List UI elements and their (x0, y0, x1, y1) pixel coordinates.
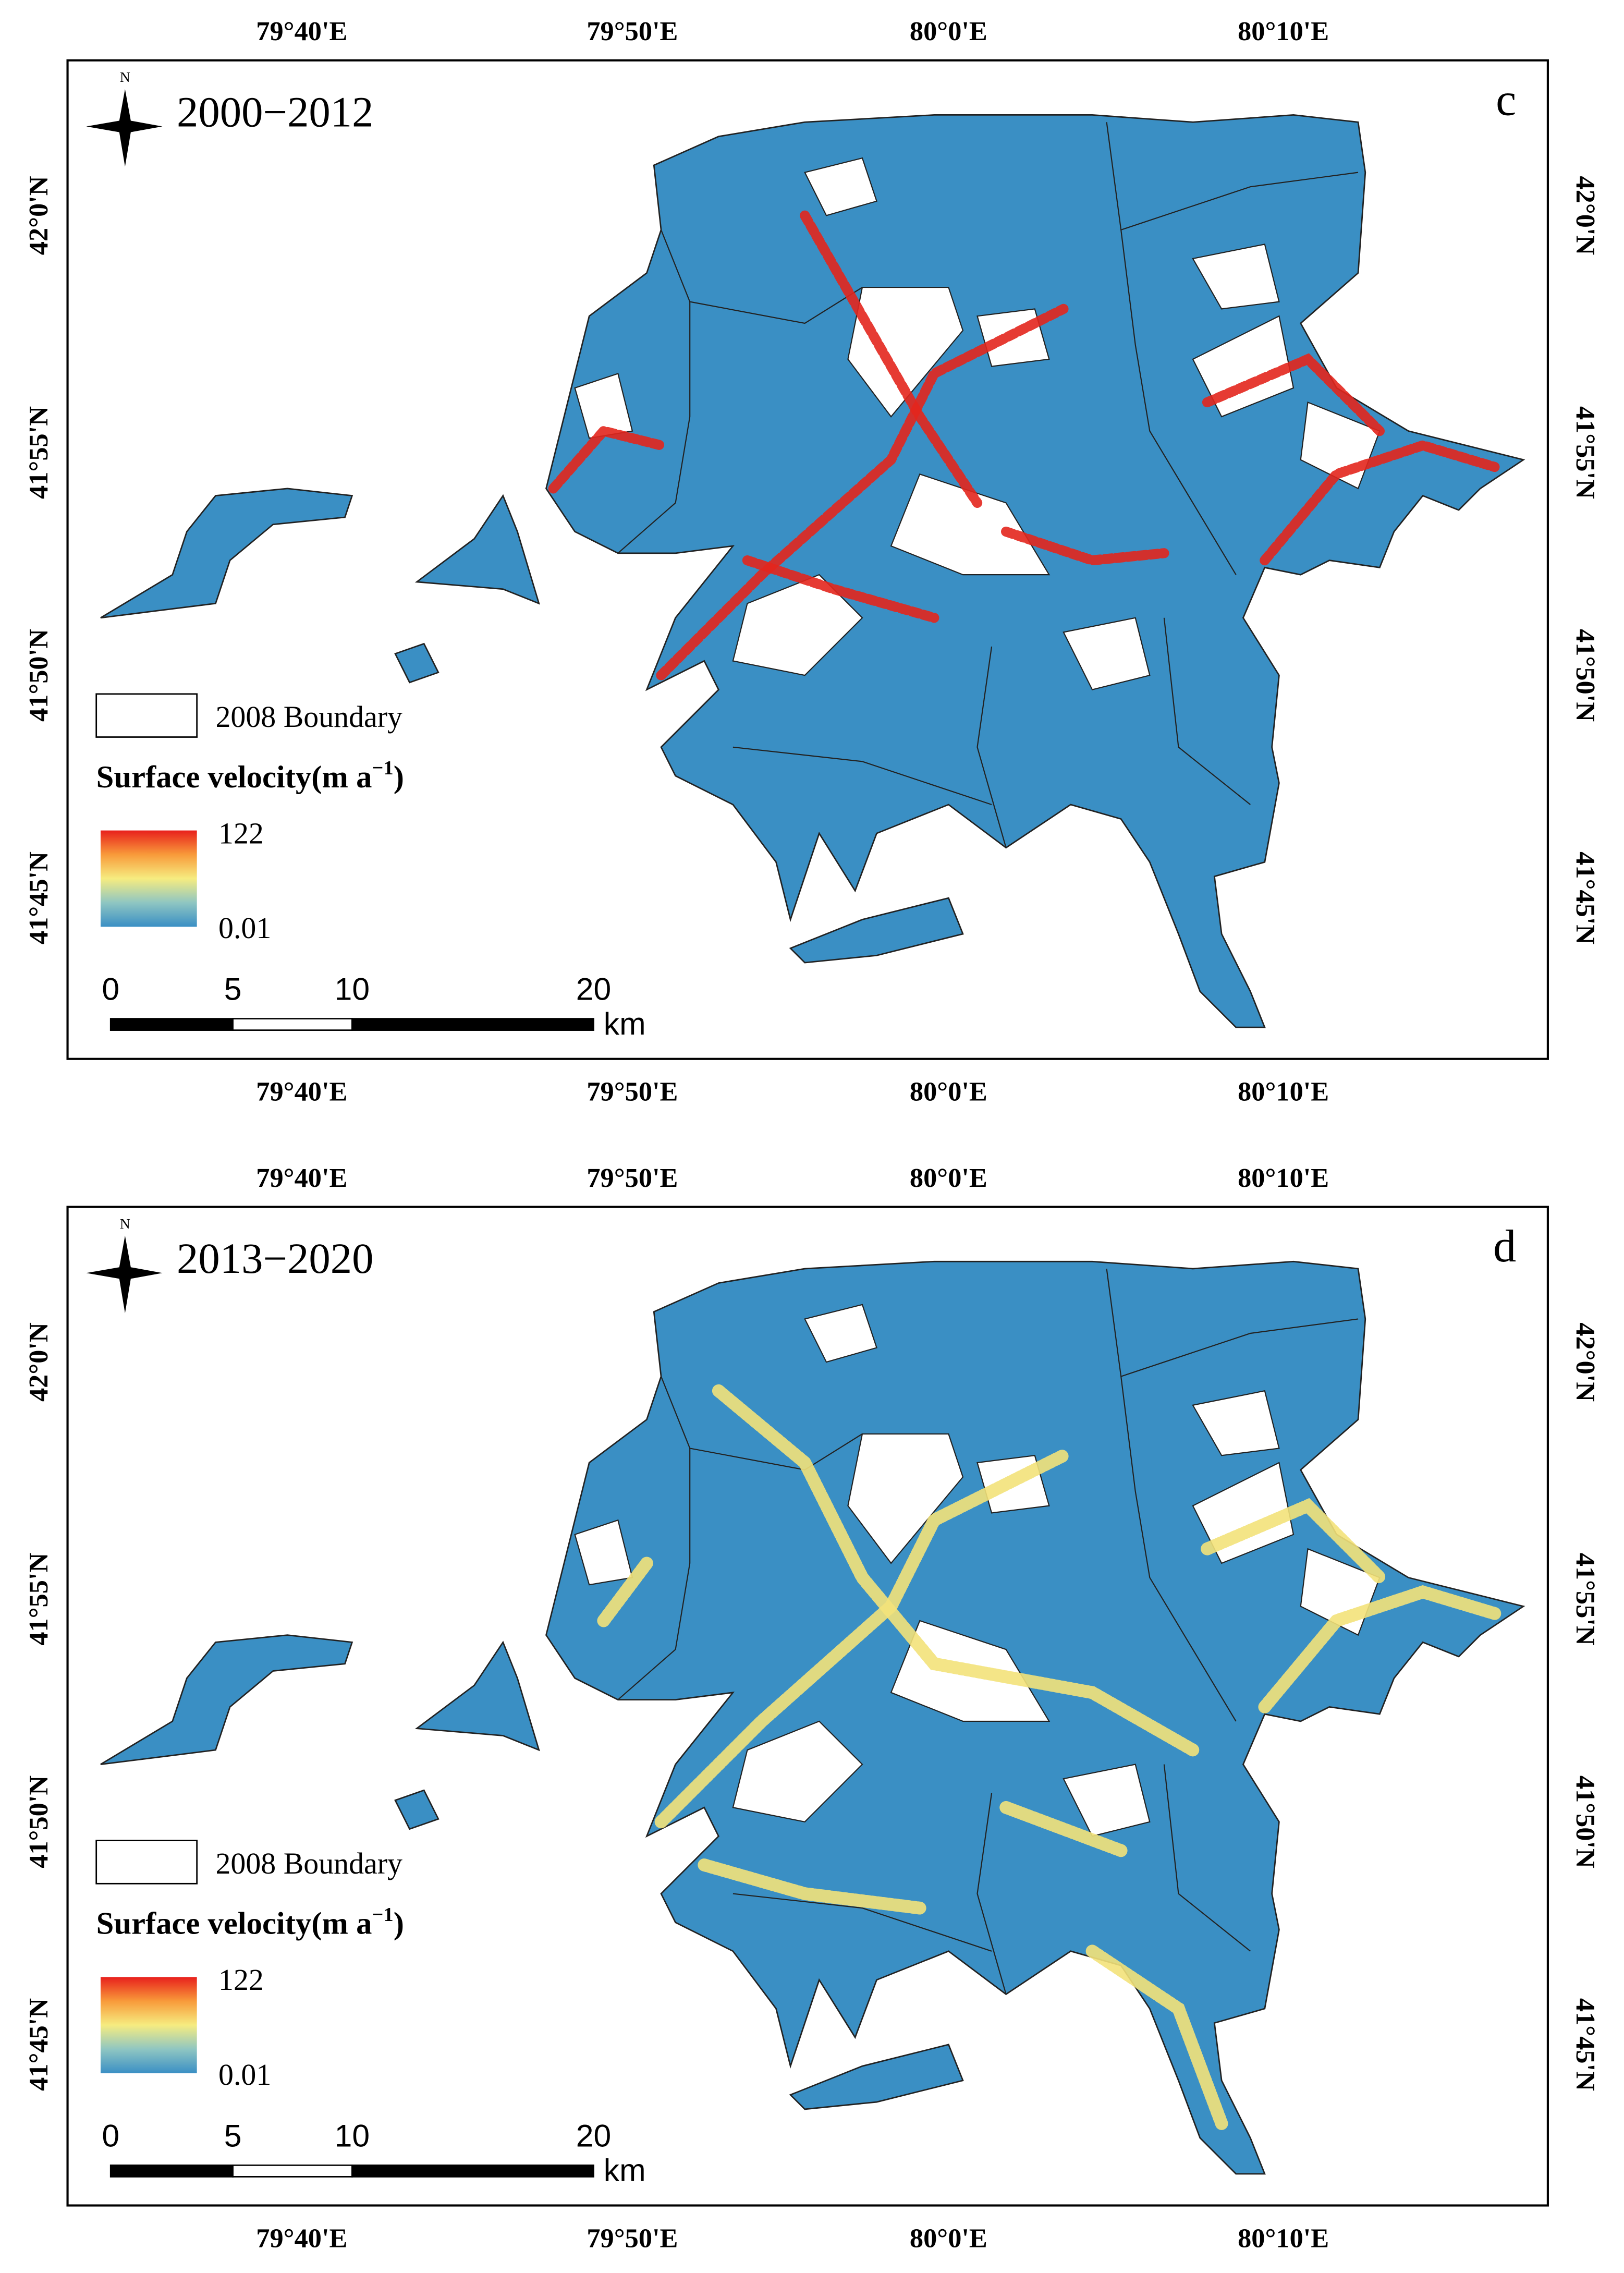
scale-bar-segment (351, 1018, 594, 1031)
latitude-label: 41°50'N (1570, 629, 1601, 722)
color-bar-max: 122 (218, 1963, 264, 1997)
compass-north: N (120, 1215, 130, 1232)
longitude-label: 79°50'E (587, 1163, 678, 1193)
latitude-label: 42°0'N (1570, 1322, 1601, 1402)
longitude-label: 80°10'E (1238, 1163, 1329, 1193)
velocity-pattern (1260, 440, 1500, 566)
boundary-swatch (95, 1840, 198, 1885)
longitude-label: 80°0'E (910, 2223, 987, 2253)
color-bar-min: 0.01 (218, 911, 271, 945)
latitude-label: 41°45'N (23, 852, 54, 944)
legend-title-sup: −1 (372, 1904, 393, 1926)
scale-bar-unit: km (604, 2153, 646, 2188)
scale-bar-label: 20 (576, 2118, 611, 2154)
velocity-pattern (999, 1801, 1128, 1857)
longitude-label: 79°40'E (256, 16, 347, 46)
legend-title-close: ) (394, 1906, 404, 1941)
longitude-label: 79°50'E (587, 1077, 678, 1107)
latitude-label: 41°55'N (23, 406, 54, 499)
velocity-pattern (548, 425, 666, 494)
velocity-pattern (1000, 526, 1169, 566)
longitude-label: 80°10'E (1238, 2223, 1329, 2253)
compass (86, 1235, 163, 1314)
legend-title: Surface velocity(m a−1) (96, 1904, 404, 1941)
color-bar (100, 1977, 197, 2074)
map-panel: 79°40'E 79°40'E 79°50'E 79°50'E 80°0'E 80°0'E… (23, 1163, 1601, 2253)
boundary-label: 2008 Boundary (215, 1846, 402, 1880)
longitude-label: 80°10'E (1238, 16, 1329, 46)
latitude-label: 42°0'N (23, 1322, 54, 1402)
longitude-label: 79°50'E (587, 2223, 678, 2253)
panel-label: d (1493, 1221, 1516, 1272)
color-bar (100, 830, 197, 927)
longitude-label: 79°40'E (256, 1163, 347, 1193)
latitude-label: 41°45'N (23, 1998, 54, 2091)
period-label: 2000−2012 (177, 88, 373, 136)
color-bar-min: 0.01 (218, 2058, 271, 2092)
latitude-label: 42°0'N (1570, 176, 1601, 255)
longitude-label: 80°0'E (910, 1077, 987, 1107)
scale-bar-unit: km (604, 1006, 646, 1041)
legend-title-text: Surface velocity(m a (96, 760, 372, 795)
longitude-label: 80°10'E (1238, 1077, 1329, 1107)
scale-bar-label: 10 (335, 971, 370, 1007)
scale-bar-label: 0 (102, 2118, 119, 2154)
legend-title-sup: −1 (372, 757, 393, 779)
scale-bar-label: 5 (224, 971, 242, 1007)
boundary-swatch (95, 693, 198, 738)
velocity-pattern (1258, 1585, 1501, 1713)
velocity-pattern (800, 210, 983, 508)
latitude-label: 41°55'N (1570, 1553, 1601, 1646)
scale-bar-label: 0 (102, 971, 119, 1007)
panel-label: c (1496, 74, 1516, 125)
latitude-label: 41°50'N (1570, 1776, 1601, 1868)
velocity-pattern (597, 1557, 653, 1627)
legend-title-text: Surface velocity(m a (96, 1906, 372, 1941)
scale-bar-segment (109, 2164, 234, 2178)
longitude-label: 80°0'E (910, 16, 987, 46)
color-bar-max: 122 (218, 816, 264, 850)
compass-north: N (120, 69, 130, 85)
scale-bar-label: 5 (224, 2118, 242, 2154)
scale-bar-segment (351, 2164, 594, 2178)
latitude-label: 42°0'N (23, 176, 54, 255)
map-panel: 79°40'E 79°40'E 79°50'E 79°50'E 80°0'E 80°0'E… (23, 16, 1601, 1107)
latitude-label: 41°50'N (23, 629, 54, 722)
longitude-label: 79°40'E (256, 2223, 347, 2253)
velocity-pattern (698, 1858, 926, 1915)
latitude-label: 41°55'N (23, 1553, 54, 1646)
velocity-pattern (712, 1384, 1200, 1757)
scale-bar-label: 20 (576, 971, 611, 1007)
velocity-pattern (1085, 1944, 1228, 2130)
longitude-label: 80°0'E (910, 1163, 987, 1193)
velocity-pattern (742, 555, 939, 623)
scale-bar-label: 10 (335, 2118, 370, 2154)
scale-bar-segment (232, 2164, 353, 2178)
latitude-label: 41°55'N (1570, 406, 1601, 499)
latitude-label: 41°50'N (23, 1776, 54, 1868)
scale-bar-segment (232, 1018, 353, 1031)
compass (86, 89, 163, 167)
period-label: 2013−2020 (177, 1234, 373, 1282)
legend-title: Surface velocity(m a−1) (96, 757, 404, 795)
velocity-pattern (1201, 1498, 1386, 1584)
latitude-label: 41°45'N (1570, 852, 1601, 944)
legend-title-close: ) (394, 760, 404, 795)
boundary-label: 2008 Boundary (215, 700, 402, 734)
longitude-label: 79°50'E (587, 16, 678, 46)
scale-bar-segment (109, 1018, 234, 1031)
longitude-label: 79°40'E (256, 1077, 347, 1107)
latitude-label: 41°45'N (1570, 1998, 1601, 2091)
velocity-pattern (1202, 353, 1385, 436)
velocity-pattern (656, 303, 1069, 680)
